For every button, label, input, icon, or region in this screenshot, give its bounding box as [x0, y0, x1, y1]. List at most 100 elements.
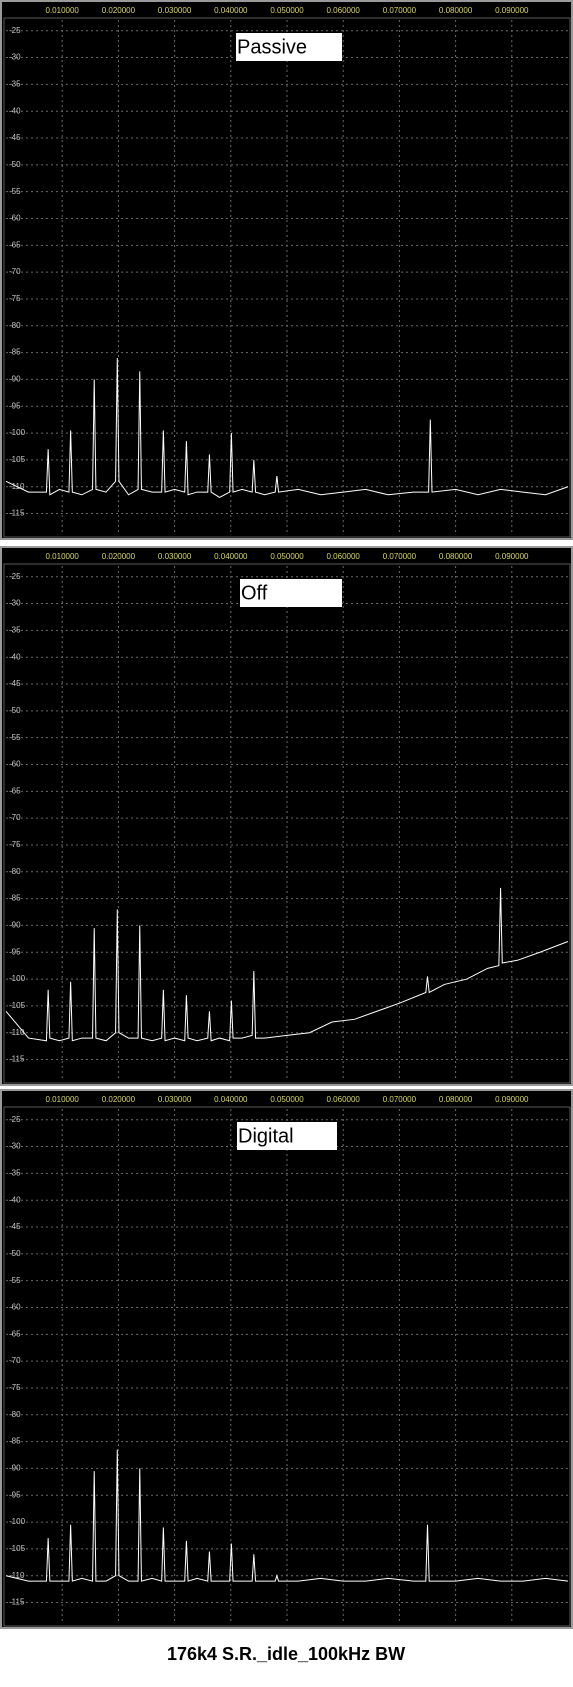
y-tick-label: -40 [9, 1195, 21, 1204]
y-tick-label: -80 [9, 1410, 21, 1419]
y-tick-label: -60 [9, 760, 21, 769]
y-tick-label: -30 [9, 599, 21, 608]
y-tick-label: -70 [9, 1356, 21, 1365]
x-tick-label: 0.060000 [327, 1095, 361, 1104]
y-tick-label: -115 [9, 1598, 25, 1607]
y-tick-label: -65 [9, 240, 21, 249]
y-tick-label: -55 [9, 1276, 21, 1285]
y-tick-label: -95 [9, 401, 21, 410]
y-tick-label: -75 [9, 294, 21, 303]
y-tick-label: -80 [9, 867, 21, 876]
x-tick-label: 0.030000 [158, 6, 192, 15]
x-tick-label: 0.090000 [495, 6, 529, 15]
x-tick-label: 0.040000 [214, 6, 248, 15]
x-tick-label: 0.070000 [383, 6, 417, 15]
y-tick-label: -45 [9, 679, 21, 688]
y-tick-label: -100 [9, 428, 26, 437]
y-tick-label: -105 [9, 1001, 26, 1010]
label-box [240, 579, 342, 607]
spectrum-line [5, 357, 569, 499]
y-tick-label: -30 [9, 1142, 21, 1151]
y-tick-label: -65 [9, 786, 21, 795]
label-box [237, 1122, 337, 1150]
y-tick-label: -85 [9, 1437, 21, 1446]
panel-label: Off [241, 582, 268, 604]
x-tick-label: 0.010000 [46, 6, 80, 15]
plot-frame [3, 17, 571, 538]
y-tick-label: -45 [9, 1222, 21, 1231]
y-tick-label: -35 [9, 1168, 21, 1177]
x-tick-label: 0.080000 [439, 6, 473, 15]
y-tick-label: -80 [9, 321, 21, 330]
y-tick-label: -70 [9, 813, 21, 822]
y-tick-label: -85 [9, 348, 21, 357]
y-tick-label: -90 [9, 1464, 21, 1473]
label-box [236, 33, 342, 61]
y-tick-label: -110 [9, 1028, 25, 1037]
y-tick-label: -25 [9, 1115, 21, 1124]
y-tick-label: -65 [9, 1329, 21, 1338]
y-tick-label: -30 [9, 53, 21, 62]
x-tick-label: 0.070000 [383, 552, 417, 561]
x-tick-label: 0.090000 [495, 1095, 529, 1104]
panel-label: Passive [237, 36, 307, 58]
x-tick-label: 0.080000 [439, 1095, 473, 1104]
caption: 176k4 S.R._idle_100kHz BW [167, 1644, 405, 1664]
x-tick-label: 0.050000 [270, 6, 304, 15]
x-tick-label: 0.020000 [102, 552, 136, 561]
x-tick-label: 0.090000 [495, 552, 529, 561]
x-tick-label: 0.020000 [102, 1095, 136, 1104]
y-tick-label: -100 [9, 974, 26, 983]
x-tick-label: 0.030000 [158, 1095, 192, 1104]
y-tick-label: -115 [9, 1055, 25, 1064]
y-tick-label: -90 [9, 921, 21, 930]
y-tick-label: -40 [9, 106, 21, 115]
y-tick-label: -25 [9, 26, 21, 35]
y-tick-label: -55 [9, 733, 21, 742]
x-tick-label: 0.010000 [46, 552, 80, 561]
x-tick-label: 0.050000 [270, 552, 304, 561]
spectrum-panel: 0.010000 0.020000 0.030000 0.040000 0.050000… [0, 0, 573, 540]
y-tick-label: -40 [9, 652, 21, 661]
y-tick-label: -50 [9, 706, 21, 715]
y-tick-label: -110 [9, 1571, 25, 1580]
x-tick-label: 0.030000 [158, 552, 192, 561]
x-tick-label: 0.040000 [214, 1095, 248, 1104]
y-tick-label: -25 [9, 572, 21, 581]
y-tick-label: -85 [9, 894, 21, 903]
y-tick-label: -95 [9, 947, 21, 956]
y-tick-label: -100 [9, 1517, 26, 1526]
y-tick-label: -50 [9, 160, 21, 169]
y-tick-label: -105 [9, 455, 26, 464]
y-tick-label: -70 [9, 267, 21, 276]
y-tick-label: -55 [9, 187, 21, 196]
x-tick-label: 0.050000 [270, 1095, 304, 1104]
spectrum-line [5, 887, 569, 1042]
x-tick-label: 0.040000 [214, 552, 248, 561]
x-tick-label: 0.060000 [327, 6, 361, 15]
y-tick-label: -90 [9, 375, 21, 384]
x-tick-label: 0.010000 [46, 1095, 80, 1104]
y-tick-label: -35 [9, 625, 21, 634]
spectrum-panel: 0.010000 0.020000 0.030000 0.040000 0.050000… [0, 1089, 573, 1629]
spectrum-line [5, 1449, 569, 1582]
plot-frame [3, 563, 571, 1084]
y-tick-label: -115 [9, 509, 25, 518]
x-tick-label: 0.060000 [327, 552, 361, 561]
y-tick-label: -60 [9, 1303, 21, 1312]
y-tick-label: -45 [9, 133, 21, 142]
y-tick-label: -105 [9, 1544, 26, 1553]
x-tick-label: 0.070000 [383, 1095, 417, 1104]
y-tick-label: -95 [9, 1490, 21, 1499]
y-tick-label: -50 [9, 1249, 21, 1258]
y-tick-label: -75 [9, 840, 21, 849]
plot-frame [3, 1106, 571, 1627]
spectrum-panel: 0.010000 0.020000 0.030000 0.040000 0.050000… [0, 546, 573, 1086]
y-tick-label: -35 [9, 79, 21, 88]
y-tick-label: -60 [9, 214, 21, 223]
x-tick-label: 0.020000 [102, 6, 136, 15]
y-tick-label: -75 [9, 1383, 21, 1392]
x-tick-label: 0.080000 [439, 552, 473, 561]
